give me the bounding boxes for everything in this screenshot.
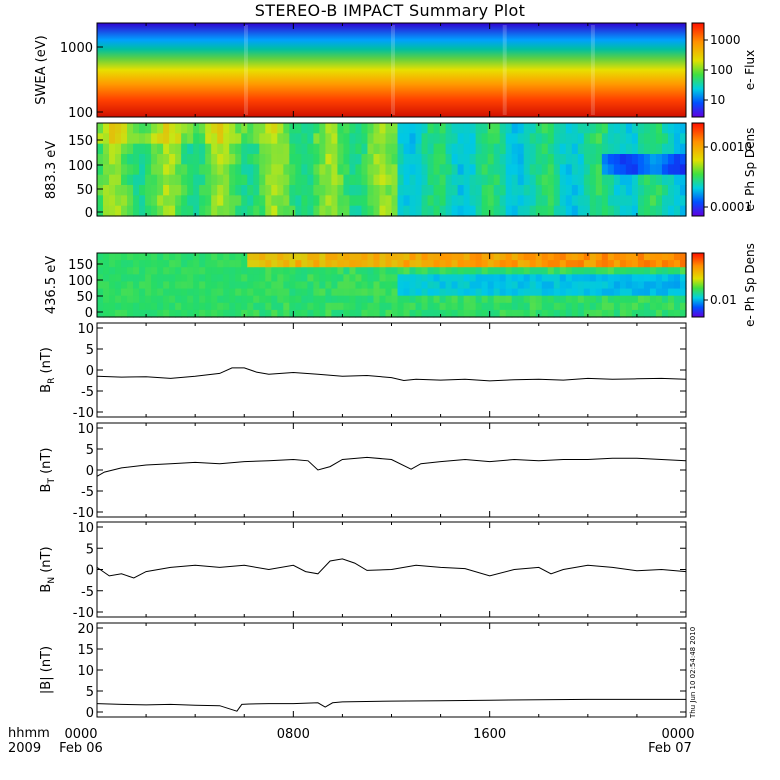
x-tick-label: 0000: [64, 727, 97, 742]
br-frame: [96, 322, 687, 418]
bmag-y-tick-label: 20: [77, 622, 94, 637]
bn-y-label: BN (nT): [39, 546, 57, 592]
e883-colorbar-tick-label: 0.0010: [710, 140, 752, 154]
x-tick-label: 0800: [277, 727, 310, 742]
x-axis-hhmm-label: hhmm: [8, 726, 50, 741]
bt-y-tick-label: 0: [86, 464, 94, 479]
swea-colorbar-label: e- Flux: [743, 50, 757, 90]
bt-y-label-main: B: [39, 484, 54, 493]
swea-stripe: [391, 25, 395, 115]
e436-colorbar-label: e- Ph Sp Dens: [743, 243, 757, 327]
e883-y-tick-label: 0: [85, 206, 93, 221]
bn-series-line: [96, 558, 687, 579]
x-tick-label: 1600: [473, 727, 506, 742]
e436-y-tick-label: 0: [85, 306, 93, 321]
br-y-tick-label: -5: [81, 385, 94, 400]
swea-colorbar: [691, 22, 705, 118]
bn-y-tick-label: 5: [86, 542, 94, 557]
swea-colorbar-tick-label: 10: [710, 93, 725, 107]
e883-heatmap: [97, 123, 687, 217]
bmag-y-tick-label: 0: [86, 706, 94, 721]
bt-y-tick-label: 5: [86, 443, 94, 458]
bmag-frame: [96, 622, 687, 718]
bt-y-label-unit: (nT): [39, 448, 54, 478]
br-y-label-sub: R: [47, 378, 57, 384]
br-y-tick-label: -10: [73, 406, 94, 421]
bt-y-tick-label: -10: [73, 506, 94, 521]
bn-y-label-sub: N: [47, 577, 57, 584]
x-tick-label: 0000: [661, 727, 694, 742]
e436-y-tick-label: 150: [68, 258, 93, 273]
e883-y-tick-label: 50: [76, 183, 93, 198]
swea-colorbar-tick-label: 1000: [710, 33, 741, 47]
e883-y-tick-label: 150: [68, 134, 93, 149]
bmag-y-tick-label: 10: [77, 664, 94, 679]
br-series-line: [96, 367, 687, 382]
br-y-tick-label: 5: [86, 343, 94, 358]
bmag-y-label-main: |B|: [39, 676, 54, 694]
bmag-y-label-unit: (nT): [39, 646, 54, 676]
bn-y-tick-label: -10: [73, 606, 94, 621]
swea-colorbar-tick-label: 100: [710, 63, 733, 77]
e436-colorbar-tick-label: 0.01: [710, 293, 737, 307]
swea-stripe: [244, 25, 248, 115]
x-date-label: Feb 06: [59, 741, 103, 756]
bt-series-line: [96, 456, 687, 477]
bt-y-label-sub: T: [47, 478, 57, 485]
swea-y-tick-label: 100: [68, 106, 93, 121]
e883-y-label: 883.3 eV: [44, 141, 59, 199]
swea-stripe: [502, 25, 507, 115]
timestamp-text: Thu Jun 10 02:54:48 2010: [689, 626, 697, 718]
bt-y-tick-label: -5: [81, 485, 94, 500]
bn-y-tick-label: 10: [77, 521, 94, 536]
bn-y-tick-label: 0: [86, 564, 94, 579]
swea-y-label: SWEA (eV): [34, 35, 49, 104]
bmag-series-line: [96, 698, 686, 712]
swea-y-tick-label: 1000: [60, 41, 93, 56]
e883-colorbar: [691, 122, 705, 217]
bt-y-label: BT (nT): [39, 448, 57, 493]
bn-y-tick-label: -5: [81, 585, 94, 600]
bmag-y-tick-label: 5: [86, 685, 94, 700]
e436-y-tick-label: 100: [68, 274, 93, 289]
bn-y-label-unit: (nT): [39, 546, 54, 576]
bt-frame: [96, 422, 687, 518]
e436-y-label: 436.5 eV: [44, 256, 59, 314]
x-date-label: Feb 07: [648, 741, 692, 756]
swea-stripe: [590, 25, 595, 115]
swea-heatmap: [97, 23, 686, 117]
e883-y-tick-label: 100: [68, 159, 93, 174]
e436-y-tick-label: 50: [76, 290, 93, 305]
bmag-y-tick-label: 15: [77, 643, 94, 658]
e883-colorbar-label: e- Ph Sp Dens: [743, 128, 757, 212]
bmag-y-label: |B| (nT): [39, 646, 54, 694]
bn-y-label-main: B: [39, 584, 54, 593]
x-axis-year-label: 2009: [8, 741, 42, 756]
bt-y-tick-label: 10: [77, 422, 94, 437]
br-y-tick-label: 0: [86, 364, 94, 379]
br-y-label: BR (nT): [39, 347, 57, 393]
br-y-label-unit: (nT): [39, 347, 54, 377]
e883-colorbar-tick-label: 0.0001: [710, 200, 752, 214]
br-y-label-main: B: [39, 384, 54, 393]
e436-heatmap: [97, 253, 687, 318]
timestamp-stamp: Thu Jun 10 02:54:48 2010: [680, 627, 697, 720]
plot-title: STEREO-B IMPACT Summary Plot: [254, 1, 526, 20]
br-y-tick-label: 10: [77, 322, 94, 337]
e436-colorbar: [691, 252, 705, 318]
